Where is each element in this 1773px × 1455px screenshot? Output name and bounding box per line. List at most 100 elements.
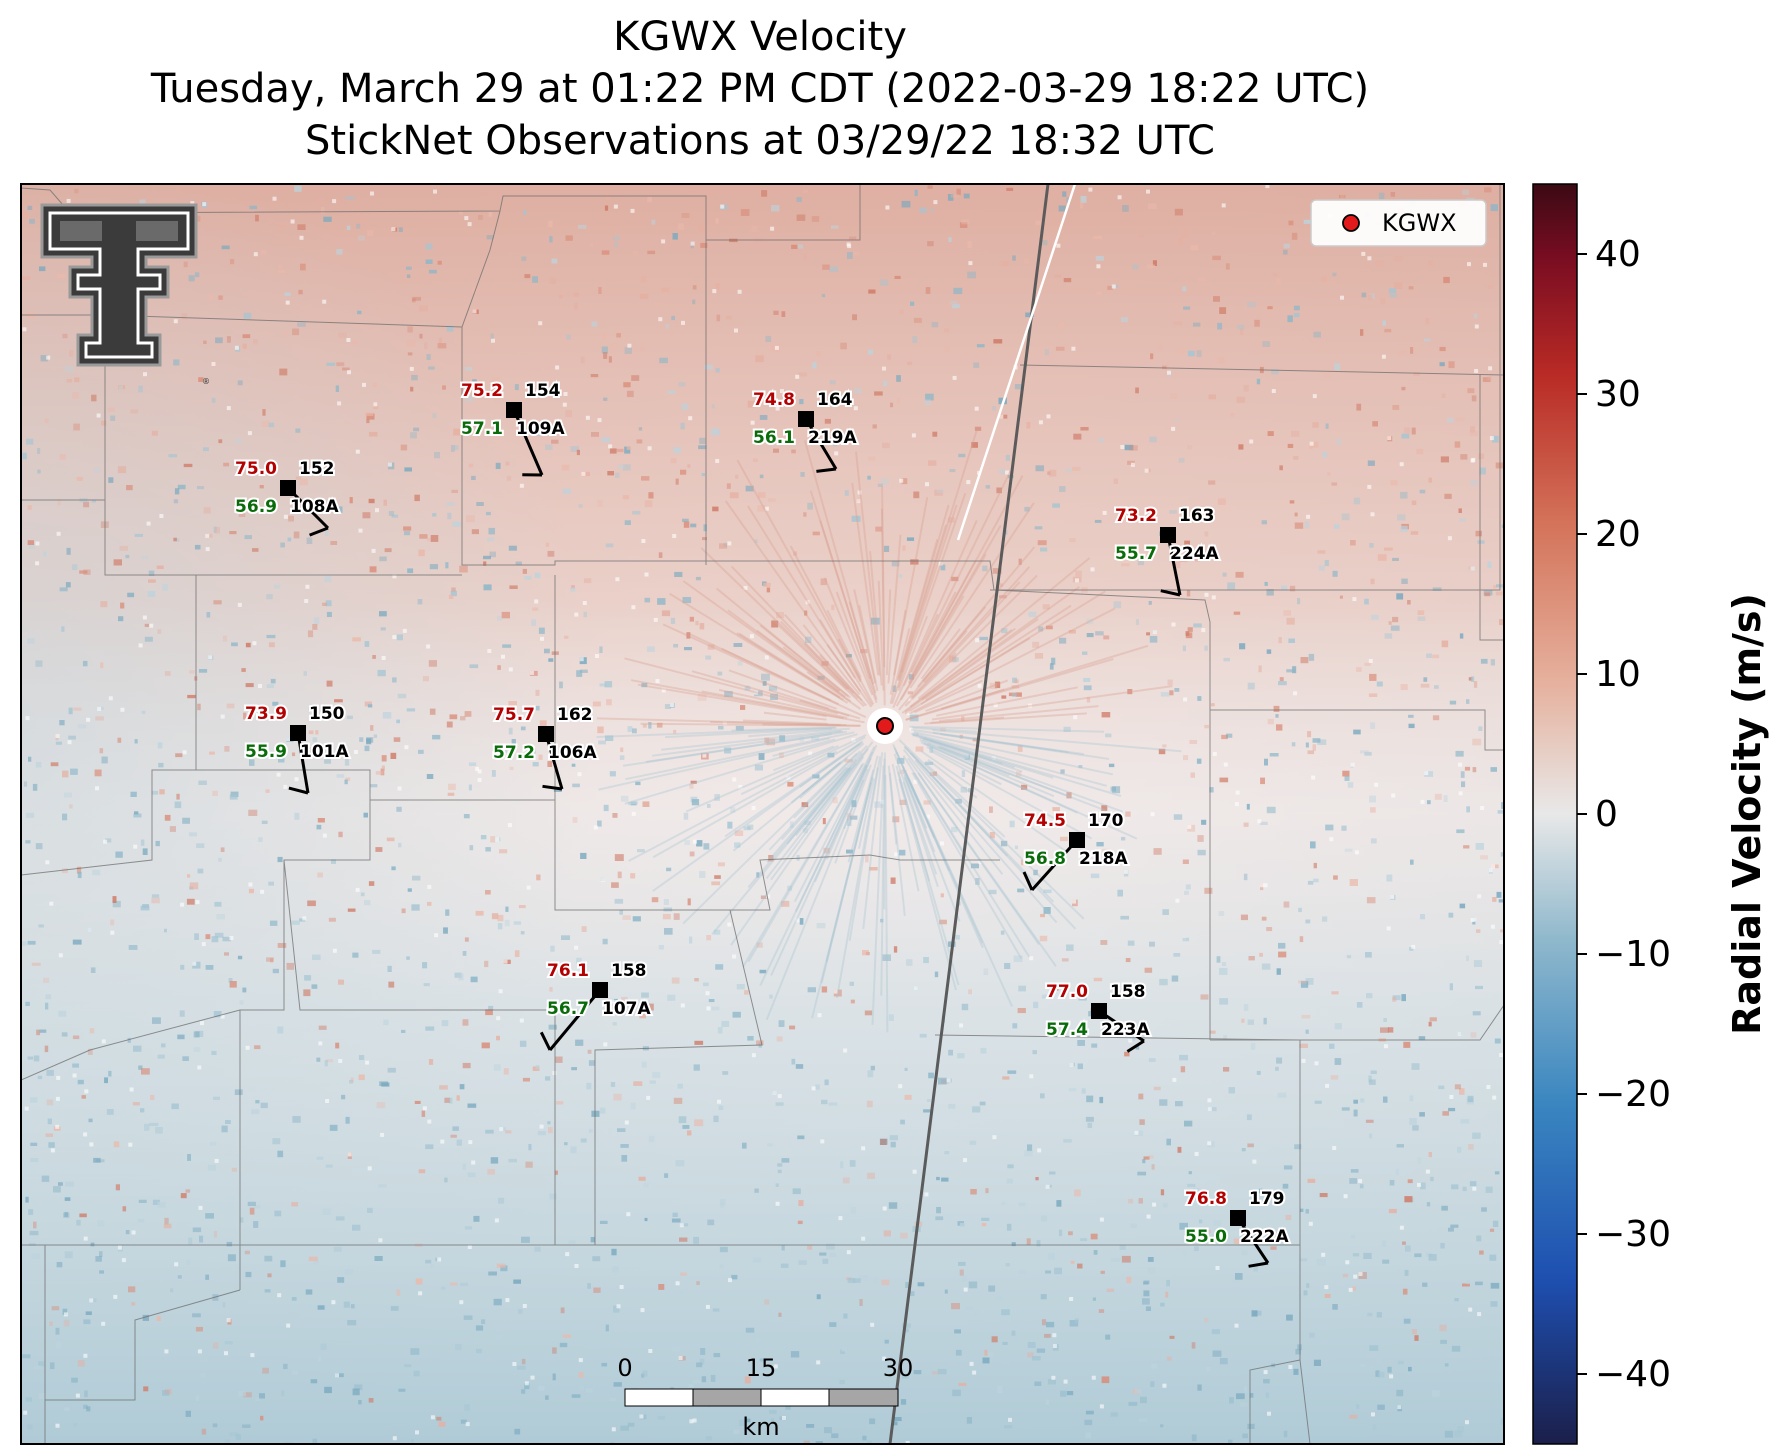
- figure-subtitle-observations: StickNet Observations at 03/29/22 18:32 …: [305, 118, 1215, 164]
- colorbar-tick-label: 0: [1595, 794, 1618, 835]
- colorbar-tick-label: −10: [1595, 934, 1671, 975]
- map-frame: [20, 183, 1505, 1445]
- station-marker-icon: [538, 726, 554, 742]
- station-temperature: 76.8: [1185, 1189, 1227, 1209]
- texas-tech-double-t-logo: ®: [40, 203, 210, 386]
- station-id: 109A: [516, 419, 565, 439]
- wind-barb-icon: [1022, 838, 1079, 892]
- station-temperature: 75.2: [461, 381, 503, 401]
- scale-bar: 0 15 30 km: [617, 1354, 913, 1441]
- station-temperature: 74.5: [1024, 811, 1066, 831]
- colorbar-label: Radial Velocity (m/s): [1725, 593, 1769, 1035]
- station-dewpoint: 56.7: [547, 999, 589, 1019]
- colorbar: 40 30 20 10 0 −10 −20 −30 −40 Radial Velocity (m…: [1532, 183, 1769, 1445]
- station-id: 222A: [1240, 1227, 1289, 1247]
- wind-barb-icon: [1160, 534, 1182, 597]
- colorbar-tick-label: 10: [1595, 654, 1641, 695]
- colorbar-tick-label: 40: [1595, 234, 1641, 275]
- figure-title: KGWX Velocity: [613, 14, 907, 60]
- station-id: 224A: [1170, 544, 1219, 564]
- station-marker-icon: [1091, 1003, 1107, 1019]
- station-id: 106A: [548, 743, 597, 763]
- county-boundaries: [21, 184, 1504, 1444]
- station-222A: 76.8 179 55.0 222A: [1183, 1187, 1291, 1268]
- station-wind-direction: 179: [1249, 1189, 1285, 1209]
- colorbar-tick-label: −30: [1595, 1214, 1671, 1255]
- station-dewpoint: 57.2: [493, 743, 535, 763]
- wind-barb-icon: [539, 989, 602, 1051]
- station-dewpoint: 55.0: [1185, 1227, 1227, 1247]
- highway-line: [888, 184, 1077, 1444]
- station-marker-icon: [1230, 1210, 1246, 1226]
- station-106A: 75.7 162 57.2 106A: [491, 703, 599, 791]
- colorbar-tick-label: −20: [1595, 1074, 1671, 1115]
- station-wind-direction: 158: [1110, 982, 1146, 1002]
- station-wind-direction: 154: [525, 381, 561, 401]
- colorbar-scale: [1532, 183, 1578, 1445]
- map-legend: KGWX: [1310, 199, 1487, 247]
- station-temperature: 75.0: [235, 459, 277, 479]
- legend-label: KGWX: [1382, 209, 1457, 237]
- station-dewpoint: 57.4: [1046, 1020, 1088, 1040]
- station-id: 107A: [602, 999, 651, 1019]
- scale-unit: km: [742, 1413, 779, 1441]
- station-dewpoint: 56.9: [235, 497, 277, 517]
- station-wind-direction: 152: [299, 459, 335, 479]
- station-id: 101A: [300, 742, 349, 762]
- station-temperature: 76.1: [547, 961, 589, 981]
- station-223A: 77.0 158 57.4 223A: [1044, 980, 1152, 1053]
- scale-tick-15: 15: [746, 1354, 777, 1382]
- station-temperature: 73.9: [245, 704, 287, 724]
- station-wind-direction: 170: [1088, 811, 1124, 831]
- wind-barb-icon: [804, 418, 838, 473]
- station-marker-icon: [1069, 832, 1085, 848]
- colorbar-ticks: 40 30 20 10 0 −10 −20 −30 −40: [1577, 234, 1671, 1395]
- scale-tick-0: 0: [617, 1354, 632, 1382]
- station-224A: 73.2 163 55.7 224A: [1113, 504, 1221, 597]
- scale-tick-30: 30: [883, 1354, 914, 1382]
- station-marker-icon: [506, 402, 522, 418]
- station-219A: 74.8 164 56.1 219A: [751, 388, 859, 473]
- station-id: 108A: [290, 497, 339, 517]
- station-wind-direction: 158: [611, 961, 647, 981]
- station-wind-direction: 163: [1179, 506, 1215, 526]
- station-218A: 74.5 170 56.8 218A: [1022, 809, 1130, 892]
- station-id: 223A: [1101, 1020, 1150, 1040]
- wind-barb-icon: [512, 409, 544, 477]
- station-dewpoint: 56.1: [753, 428, 795, 448]
- station-marker-icon: [1160, 527, 1176, 543]
- station-dewpoint: 55.7: [1115, 544, 1157, 564]
- colorbar-tick-label: 30: [1595, 374, 1641, 415]
- station-wind-direction: 150: [309, 704, 345, 724]
- radar-velocity-field: [21, 184, 1504, 1444]
- station-temperature: 75.7: [493, 705, 535, 725]
- station-dewpoint: 57.1: [461, 419, 503, 439]
- station-wind-direction: 162: [557, 705, 593, 725]
- legend-marker-icon: [1342, 214, 1360, 232]
- station-108A: 75.0 152 56.9 108A: [233, 457, 341, 537]
- station-id: 218A: [1079, 849, 1128, 869]
- station-dewpoint: 56.8: [1024, 849, 1066, 869]
- station-temperature: 73.2: [1115, 506, 1157, 526]
- figure-subtitle-time: Tuesday, March 29 at 01:22 PM CDT (2022-…: [150, 66, 1370, 112]
- station-temperature: 77.0: [1046, 982, 1088, 1002]
- wind-barb-icon: [542, 733, 564, 791]
- wind-barb-icon: [288, 732, 310, 795]
- radar-radial-rays: [596, 429, 1182, 1033]
- station-dewpoint: 55.9: [245, 742, 287, 762]
- colorbar-tick-label: 20: [1595, 514, 1641, 555]
- station-id: 219A: [808, 428, 857, 448]
- station-marker-icon: [592, 982, 608, 998]
- radar-site-marker: [876, 717, 894, 735]
- station-109A: 75.2 154 57.1 109A: [459, 379, 567, 477]
- station-temperature: 74.8: [753, 390, 795, 410]
- station-marker-icon: [280, 480, 296, 496]
- sticknet-stations: 75.0 152 56.9 108A 75.2 154 57.1 109A 74.8 164 56.…: [233, 379, 1291, 1268]
- station-107A: 76.1 158 56.7 107A: [539, 959, 653, 1051]
- svg-text:®: ®: [202, 377, 210, 386]
- station-marker-icon: [290, 725, 306, 741]
- station-101A: 73.9 150 55.9 101A: [243, 702, 351, 795]
- station-marker-icon: [798, 411, 814, 427]
